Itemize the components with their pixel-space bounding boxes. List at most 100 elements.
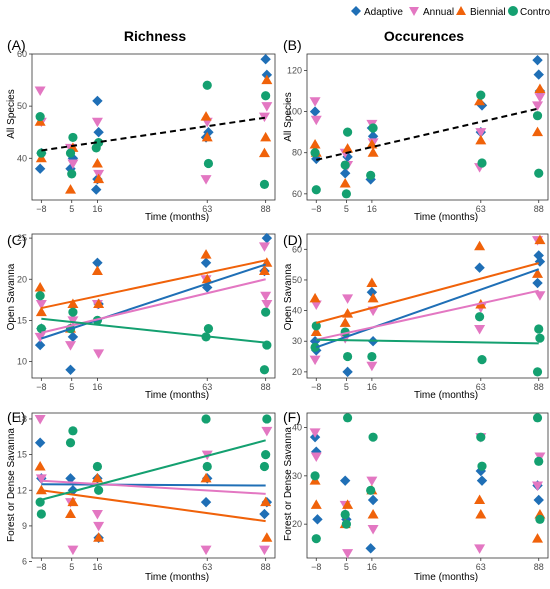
data-point-adaptive — [34, 339, 46, 351]
panel-label-e: (E) — [7, 409, 26, 425]
data-point-biennial — [93, 298, 105, 308]
x-axis-label-b: Time (months) — [414, 212, 478, 223]
data-point-biennial — [534, 234, 546, 245]
y-tick-label: 80 — [292, 148, 302, 158]
y-tick-label: 10 — [17, 357, 27, 367]
data-point-control — [367, 351, 377, 362]
data-point-biennial — [91, 158, 103, 168]
data-point-adaptive — [533, 69, 544, 80]
panel-d: (D) Open Savanna Time (months) −8 5 16 63 88… — [283, 232, 549, 401]
data-point-adaptive — [533, 494, 544, 506]
data-point-biennial — [260, 131, 272, 142]
data-point-control — [36, 324, 46, 334]
data-point-control — [65, 438, 76, 448]
data-point-biennial — [261, 74, 273, 85]
fit-line-all — [316, 107, 539, 161]
data-point-control — [341, 519, 351, 529]
data-point-biennial — [367, 292, 379, 303]
fit-line-biennial — [316, 262, 539, 324]
data-point-annual — [310, 300, 322, 310]
data-point-adaptive — [474, 262, 485, 273]
y-tick-label: 60 — [292, 244, 302, 254]
x-tick-label: −8 — [311, 562, 321, 572]
fit-line-annual — [316, 289, 539, 341]
legend-marker-adaptive — [351, 6, 361, 16]
x-tick-label: 63 — [476, 382, 486, 392]
data-point-annual — [258, 242, 270, 252]
x-tick-label: 63 — [202, 562, 212, 572]
data-point-annual — [366, 361, 378, 372]
data-point-annual — [367, 525, 379, 535]
data-point-annual — [93, 521, 105, 532]
data-point-annual — [342, 549, 354, 559]
plot-frame-a — [31, 53, 276, 201]
data-point-biennial — [474, 240, 486, 251]
panel-label-d: (D) — [283, 232, 302, 248]
x-tick-label: 63 — [476, 562, 486, 572]
y-tick-label: 60 — [17, 49, 27, 59]
data-point-control — [342, 127, 353, 137]
data-point-biennial — [34, 460, 46, 471]
data-point-adaptive — [34, 437, 46, 448]
legend-label-control: Control — [520, 7, 550, 18]
data-point-annual — [532, 481, 544, 491]
data-point-biennial — [532, 126, 544, 137]
y-axis-label-c: Open Savanna — [6, 263, 17, 330]
data-point-biennial — [35, 484, 47, 495]
y-tick-label: 40 — [17, 153, 27, 163]
panel-label-c: (C) — [7, 232, 26, 248]
data-point-annual — [91, 510, 103, 520]
y-tick-label: 20 — [292, 519, 302, 529]
data-point-biennial — [475, 134, 487, 145]
data-point-biennial — [201, 273, 213, 284]
data-point-biennial — [310, 326, 322, 337]
data-point-control — [340, 509, 350, 520]
y-tick-label: 15 — [17, 315, 27, 325]
data-point-control — [311, 534, 321, 544]
data-point-control — [535, 514, 545, 524]
data-point-biennial — [366, 138, 378, 149]
y-axis-label-e: Forest or Dense Savanna — [6, 428, 17, 542]
data-point-biennial — [367, 147, 379, 157]
data-point-biennial — [67, 298, 79, 308]
y-tick-label: 20 — [292, 367, 302, 377]
data-point-biennial — [367, 509, 379, 519]
data-point-annual — [310, 115, 322, 126]
data-point-control — [203, 158, 214, 169]
data-point-annual — [67, 159, 79, 169]
data-point-control — [68, 426, 78, 436]
legend-marker-biennial — [456, 6, 466, 15]
data-point-control — [261, 307, 271, 317]
y-tick-label: 40 — [292, 306, 302, 316]
data-point-biennial — [35, 306, 47, 317]
data-point-annual — [34, 86, 46, 96]
data-point-biennial — [200, 249, 212, 259]
y-tick-label: 6 — [22, 557, 27, 567]
data-point-biennial — [93, 173, 105, 184]
legend-marker-control — [508, 6, 518, 16]
x-tick-label: 16 — [92, 204, 102, 214]
y-tick-label: 100 — [287, 107, 302, 117]
data-point-annual — [260, 291, 272, 302]
fit-line-annual — [41, 479, 266, 495]
data-point-adaptive — [67, 331, 79, 343]
data-point-control — [261, 91, 271, 101]
data-point-control — [532, 413, 543, 423]
data-point-control — [366, 170, 376, 180]
data-point-biennial — [474, 494, 486, 504]
column-title-richness: Richness — [124, 28, 186, 44]
x-tick-label: −8 — [36, 382, 46, 392]
data-point-control — [341, 189, 351, 199]
x-tick-label: −8 — [36, 562, 46, 572]
data-point-control — [310, 148, 320, 158]
data-point-control — [201, 414, 211, 424]
plot-frame-b — [306, 53, 549, 201]
data-point-control — [532, 367, 543, 377]
y-tick-label: 40 — [292, 423, 302, 433]
data-point-control — [259, 461, 270, 472]
x-tick-label: 16 — [92, 562, 102, 572]
data-point-biennial — [201, 131, 213, 142]
data-point-adaptive — [366, 287, 378, 298]
data-point-adaptive — [91, 184, 102, 195]
